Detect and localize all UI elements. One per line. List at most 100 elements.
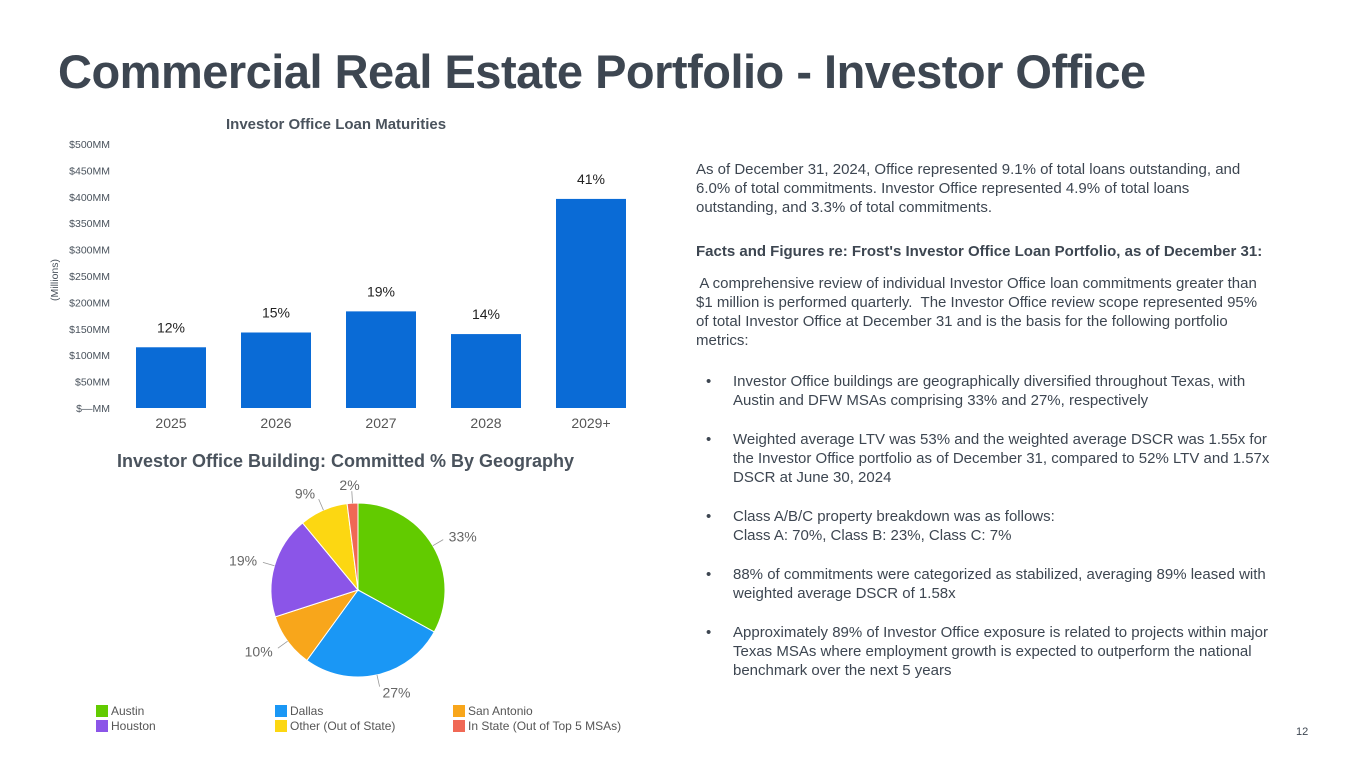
bullet-line: the Investor Office portfolio as of Dece… (733, 450, 1270, 467)
legend-swatch-austin (96, 705, 108, 717)
pie-data-label: 10% (245, 644, 273, 660)
pie-leader-line (318, 498, 324, 511)
y-tick-label: $350MM (69, 218, 110, 230)
bar-2025 (136, 347, 206, 408)
y-tick-label: $400MM (69, 192, 110, 204)
review-line: of total Investor Office at December 31 … (696, 313, 1228, 330)
pie-data-label: 19% (229, 553, 257, 569)
y-axis-label: (Millions) (49, 259, 61, 301)
y-tick-label: $300MM (69, 245, 110, 257)
legend-swatch-san-antonio (453, 705, 465, 717)
bullet-item: • Class A/B/C property breakdown was as … (696, 507, 1336, 545)
bullet-line: Class A: 70%, Class B: 23%, Class C: 7% (733, 527, 1012, 544)
pie-leader-line (376, 674, 380, 687)
x-tick-label: 2028 (470, 415, 501, 431)
intro-paragraph: As of December 31, 2024, Office represen… (696, 160, 1336, 217)
pie-slice-dallas (306, 589, 435, 678)
bullet-line: 88% of commitments were categorized as s… (733, 566, 1266, 583)
legend-item-in-state: In State (Out of Top 5 MSAs) (453, 719, 621, 733)
legend-swatch-dallas (275, 705, 287, 717)
bar-chart-title: Investor Office Loan Maturities (226, 116, 447, 133)
y-tick-label: $500MM (69, 139, 110, 151)
legend-label-san-antonio: San Antonio (468, 704, 533, 718)
legend-swatch-other (275, 720, 287, 732)
pie-leader-line (277, 640, 288, 649)
facts-bullet-list: • Investor Office buildings are geograph… (696, 372, 1336, 680)
y-tick-label: $—MM (76, 403, 110, 415)
x-tick-label: 2025 (155, 415, 186, 431)
x-tick-label: 2027 (365, 415, 396, 431)
y-tick-label: $200MM (69, 297, 110, 309)
review-line: A comprehensive review of individual Inv… (696, 275, 1257, 292)
review-line: $1 million is performed quarterly. The I… (696, 294, 1258, 311)
pie-leader-line (432, 539, 444, 547)
pie-data-label: 27% (382, 684, 410, 700)
bar-2028 (451, 334, 521, 408)
loan-maturities-bar-chart: $—MM $50MM $100MM $150MM $200MM $250MM $300MM $… (49, 139, 626, 431)
legend-item-dallas: Dallas (275, 704, 323, 718)
bar-data-label: 14% (472, 306, 500, 322)
y-tick-label: $450MM (69, 165, 110, 177)
y-tick-label: $150MM (69, 324, 110, 336)
pie-legend: Austin Dallas San Antonio Houston Other … (96, 704, 656, 736)
x-tick-label: 2029+ (571, 415, 610, 431)
bullet-dot: • (706, 624, 712, 641)
review-line: metrics: (696, 332, 749, 349)
bar-data-label: 12% (157, 319, 185, 335)
facts-heading: Facts and Figures re: Frost's Investor O… (696, 243, 1263, 260)
page-number: 12 (1296, 726, 1309, 738)
legend-label-dallas: Dallas (290, 704, 324, 718)
bullet-line: Investor Office buildings are geographic… (733, 373, 1246, 390)
pie-leader-line (351, 491, 353, 504)
pie-data-label: 2% (339, 477, 359, 493)
bullet-line: benchmark over the next 5 years (733, 662, 952, 679)
bar-2027 (346, 311, 416, 408)
bar-data-label: 41% (577, 171, 605, 187)
intro-line: 6.0% of total commitments. Investor Offi… (696, 180, 1190, 197)
bullet-line: Texas MSAs where employment growth is ex… (733, 643, 1252, 660)
legend-swatch-houston (96, 720, 108, 732)
pie-chart-title: Investor Office Building: Committed % By… (117, 451, 575, 471)
legend-label-houston: Houston (111, 719, 156, 733)
pie-leader-line (262, 561, 275, 567)
legend-item-other: Other (Out of State) (275, 719, 395, 733)
legend-swatch-in-state (453, 720, 465, 732)
legend-item-austin: Austin (96, 704, 144, 718)
legend-item-houston: Houston (96, 719, 156, 733)
legend-label-in-state: In State (Out of Top 5 MSAs) (468, 719, 622, 733)
pie-data-label: 33% (449, 529, 477, 545)
bullet-item: • Investor Office buildings are geograph… (696, 372, 1336, 410)
bullet-line: Approximately 89% of Investor Office exp… (733, 624, 1268, 641)
y-tick-label: $250MM (69, 271, 110, 283)
bar-data-label: 19% (367, 283, 395, 299)
bullet-item: • 88% of commitments were categorized as… (696, 565, 1336, 603)
bullet-dot: • (706, 508, 712, 525)
bullet-line: Weighted average LTV was 53% and the wei… (733, 431, 1267, 448)
bullet-line: Austin and DFW MSAs comprising 33% and 2… (733, 392, 1149, 409)
y-tick-label: $100MM (69, 350, 110, 362)
bar-2029+ (556, 198, 626, 408)
bullet-line: Class A/B/C property breakdown was as fo… (733, 508, 1055, 525)
geography-pie-chart: 33% 27% 10% 19% 9% 2% (229, 477, 477, 700)
bullet-dot: • (706, 566, 712, 583)
commentary-text: As of December 31, 2024, Office represen… (696, 160, 1336, 700)
bullet-line: weighted average DSCR of 1.58x (733, 585, 956, 602)
pie-data-label: 9% (295, 486, 315, 502)
bullet-item: • Weighted average LTV was 53% and the w… (696, 430, 1336, 487)
bullet-line: DSCR at June 30, 2024 (733, 469, 892, 486)
review-paragraph: A comprehensive review of individual Inv… (696, 274, 1336, 350)
y-tick-label: $50MM (75, 377, 110, 389)
bullet-dot: • (706, 373, 712, 390)
bar-data-label: 15% (262, 304, 290, 320)
legend-label-other: Other (Out of State) (290, 719, 396, 733)
bullet-dot: • (706, 431, 712, 448)
pie-slice-houston (270, 522, 359, 618)
bar-2026 (241, 332, 311, 408)
legend-label-austin: Austin (111, 704, 145, 718)
intro-line: As of December 31, 2024, Office represen… (696, 161, 1241, 178)
bullet-item: • Approximately 89% of Investor Office e… (696, 623, 1336, 680)
intro-line: outstanding, and 3.3% of total commitmen… (696, 199, 992, 216)
x-tick-label: 2026 (260, 415, 291, 431)
legend-item-san-antonio: San Antonio (453, 704, 533, 718)
page-title: Commercial Real Estate Portfolio - Inves… (58, 45, 1146, 98)
